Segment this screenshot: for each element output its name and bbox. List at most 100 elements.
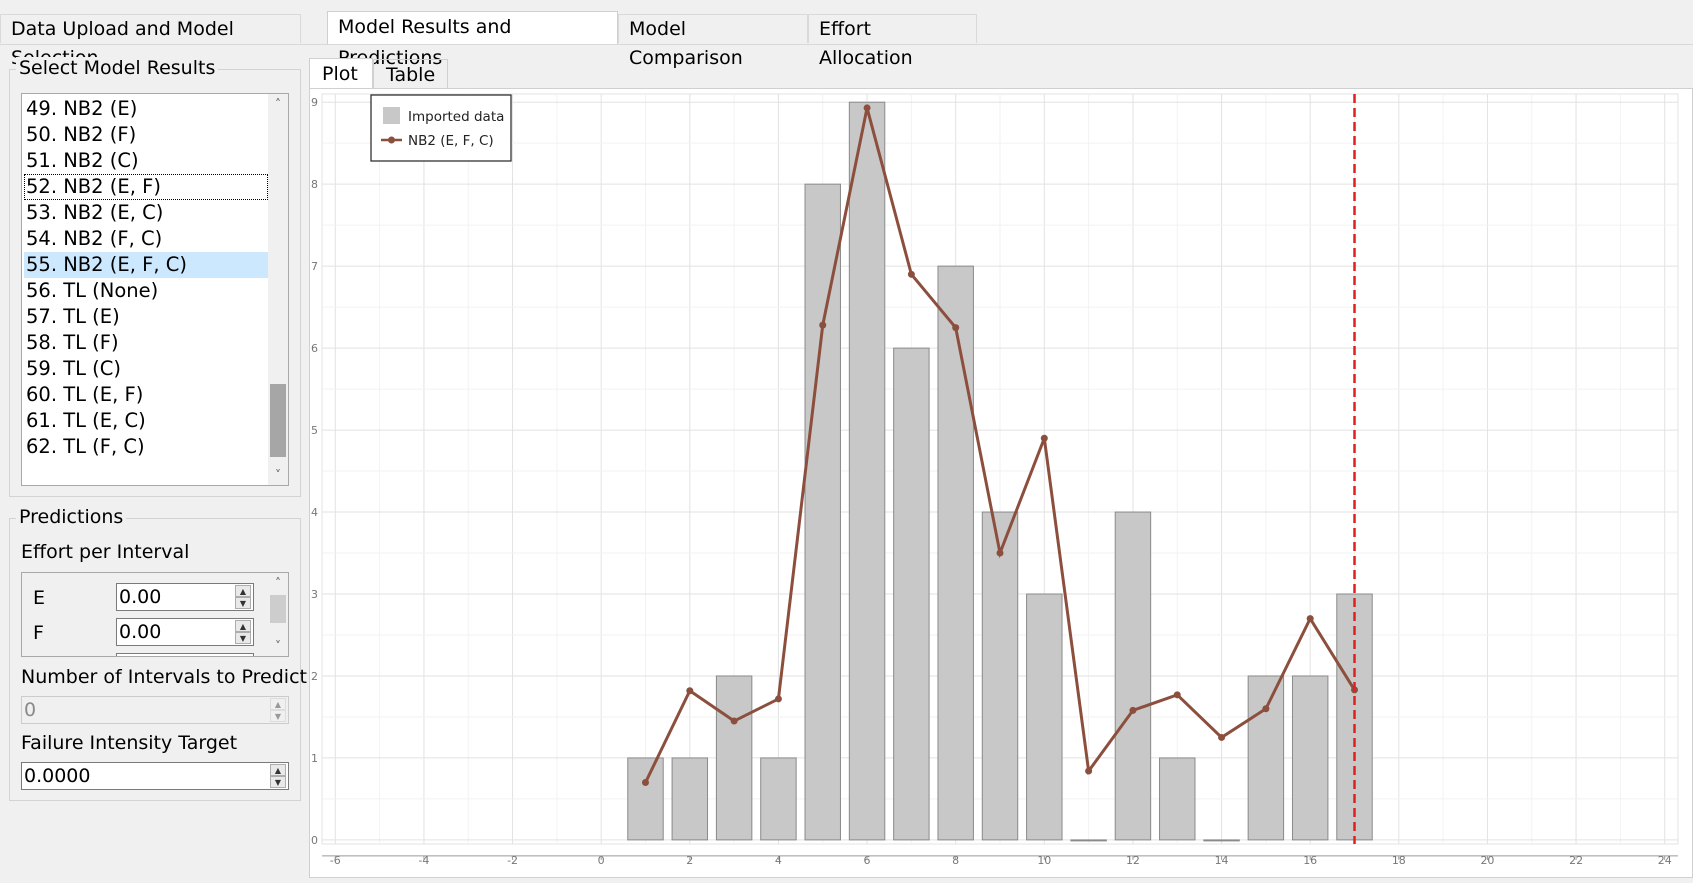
- list-item[interactable]: 57. TL (E): [26, 305, 120, 328]
- intervals-stepper[interactable]: ▲ ▼: [270, 698, 287, 722]
- list-item[interactable]: 54. NB2 (F, C): [26, 227, 163, 250]
- series-point: [907, 270, 915, 278]
- fit-label: Failure Intensity Target: [21, 732, 238, 754]
- tab-model-results[interactable]: Model Results and Predictions: [327, 11, 618, 69]
- tab-plot[interactable]: Plot: [309, 58, 373, 88]
- scroll-up-icon[interactable]: ˄: [275, 576, 281, 590]
- effort-f-stepper[interactable]: ▲ ▼: [235, 620, 252, 644]
- bar: [1114, 511, 1152, 841]
- list-item[interactable]: 49. NB2 (E): [26, 97, 138, 120]
- main-tab-bar: Data Upload and Model Selection Model Re…: [0, 0, 1693, 69]
- series-point: [1085, 767, 1093, 775]
- list-item-focused[interactable]: 52. NB2 (E, F): [24, 174, 268, 200]
- bar: [715, 675, 753, 841]
- model-results-list[interactable]: 49. NB2 (E) 50. NB2 (F) 51. NB2 (C) 52. …: [21, 93, 289, 486]
- bar: [671, 757, 709, 841]
- effort-scrollbar[interactable]: ˄ ˅: [268, 573, 288, 656]
- spin-up-icon[interactable]: ▲: [235, 585, 251, 597]
- series-point: [774, 695, 782, 703]
- bar: [848, 101, 886, 841]
- series-point: [730, 717, 738, 725]
- x-tick-label: 2: [686, 854, 693, 867]
- list-item[interactable]: 61. TL (E, C): [26, 409, 146, 432]
- predictions-title: Predictions: [16, 506, 127, 528]
- list-item[interactable]: 59. TL (C): [26, 357, 122, 380]
- effort-e-stepper[interactable]: ▲ ▼: [235, 585, 252, 609]
- legend-swatch-point: [388, 136, 395, 144]
- x-tick-label: 18: [1392, 854, 1406, 867]
- list-item[interactable]: 62. TL (F, C): [26, 435, 145, 458]
- list-item[interactable]: 51. NB2 (C): [26, 149, 139, 172]
- legend: Imported data NB2 (E, F, C): [370, 94, 512, 162]
- spin-down-icon[interactable]: ▼: [235, 597, 251, 609]
- series-point: [863, 104, 871, 112]
- series-point: [1306, 615, 1314, 623]
- series-point: [952, 324, 960, 332]
- scroll-thumb[interactable]: [270, 595, 286, 623]
- predictions-group: [9, 518, 301, 801]
- list-item-selected[interactable]: 55. NB2 (E, F, C): [24, 252, 268, 278]
- x-tick-label: -6: [330, 854, 341, 867]
- x-tick-label: -4: [418, 854, 429, 867]
- list-item[interactable]: 50. NB2 (F): [26, 123, 137, 146]
- list-item[interactable]: 60. TL (E, F): [26, 383, 144, 406]
- effort-f-input[interactable]: 0.00 ▲ ▼: [116, 618, 254, 646]
- x-tick-label: 14: [1215, 854, 1229, 867]
- plot-panel: -6 -4 -2 0 2 4 6 8 10 12 14 16 18 20 22 24 0 1 2 3 4 5 6 7 8 9 Imp…: [309, 88, 1693, 878]
- bar: [1291, 675, 1329, 841]
- spin-up-icon[interactable]: ▲: [270, 698, 286, 710]
- x-tick-label: 6: [864, 854, 871, 867]
- chart[interactable]: -6 -4 -2 0 2 4 6 8 10 12 14 16 18 20 22 240123456789Imp…: [310, 89, 1692, 877]
- effort-f-value: 0.00: [119, 621, 162, 643]
- series-point: [1173, 691, 1181, 699]
- effort-e-label: E: [33, 587, 46, 609]
- fit-input[interactable]: 0.0000 ▲ ▼: [21, 762, 289, 790]
- y-tick-label: 7: [311, 260, 318, 273]
- list-item[interactable]: 58. TL (F): [26, 331, 119, 354]
- x-tick-label: 10: [1037, 854, 1051, 867]
- spin-down-icon[interactable]: ▼: [270, 776, 286, 788]
- spin-up-icon[interactable]: ▲: [270, 764, 286, 776]
- effort-c-input[interactable]: [116, 653, 254, 656]
- intervals-input[interactable]: 0 ▲ ▼: [21, 696, 289, 724]
- x-tick-label: 0: [598, 854, 605, 867]
- effort-e-input[interactable]: 0.00 ▲ ▼: [116, 583, 254, 611]
- x-tick-label: -2: [507, 854, 518, 867]
- scroll-down-icon[interactable]: ˅: [275, 468, 281, 482]
- fit-stepper[interactable]: ▲ ▼: [270, 764, 287, 788]
- tab-model-comparison[interactable]: Model Comparison: [618, 14, 808, 69]
- intervals-value: 0: [24, 699, 37, 721]
- x-tick-label: 8: [952, 854, 959, 867]
- x-tick-label: 22: [1569, 854, 1583, 867]
- bar: [1026, 593, 1063, 841]
- list-scrollbar[interactable]: ˄ ˅: [268, 94, 288, 485]
- y-tick-label: 6: [311, 342, 318, 355]
- spin-down-icon[interactable]: ▼: [270, 710, 286, 722]
- bar: [893, 347, 930, 841]
- y-tick-label: 9: [311, 96, 318, 109]
- legend-label-series: NB2 (E, F, C): [408, 133, 494, 149]
- tab-data-upload[interactable]: Data Upload and Model Selection: [0, 14, 301, 69]
- bar: [981, 511, 1019, 841]
- y-tick-label: 8: [311, 178, 318, 191]
- list-item[interactable]: 56. TL (None): [26, 279, 159, 302]
- bar: [804, 183, 841, 841]
- scroll-down-icon[interactable]: ˅: [275, 639, 281, 653]
- series-point: [996, 549, 1004, 557]
- bar: [627, 757, 664, 841]
- series-point: [1218, 733, 1226, 741]
- spin-up-icon[interactable]: ▲: [235, 620, 251, 632]
- tab-table[interactable]: Table: [373, 59, 448, 88]
- list-item[interactable]: 53. NB2 (E, C): [26, 201, 164, 224]
- series-point: [1129, 706, 1137, 714]
- x-tick-label: 12: [1126, 854, 1140, 867]
- series-point: [1262, 705, 1270, 713]
- tab-effort-allocation[interactable]: Effort Allocation: [808, 14, 977, 69]
- y-tick-label: 2: [311, 670, 318, 683]
- y-tick-label: 0: [311, 834, 318, 847]
- scroll-up-icon[interactable]: ˄: [275, 97, 281, 111]
- effort-f-label: F: [33, 622, 44, 644]
- spin-down-icon[interactable]: ▼: [235, 632, 251, 644]
- scroll-thumb[interactable]: [270, 384, 286, 457]
- effort-e-value: 0.00: [119, 586, 162, 608]
